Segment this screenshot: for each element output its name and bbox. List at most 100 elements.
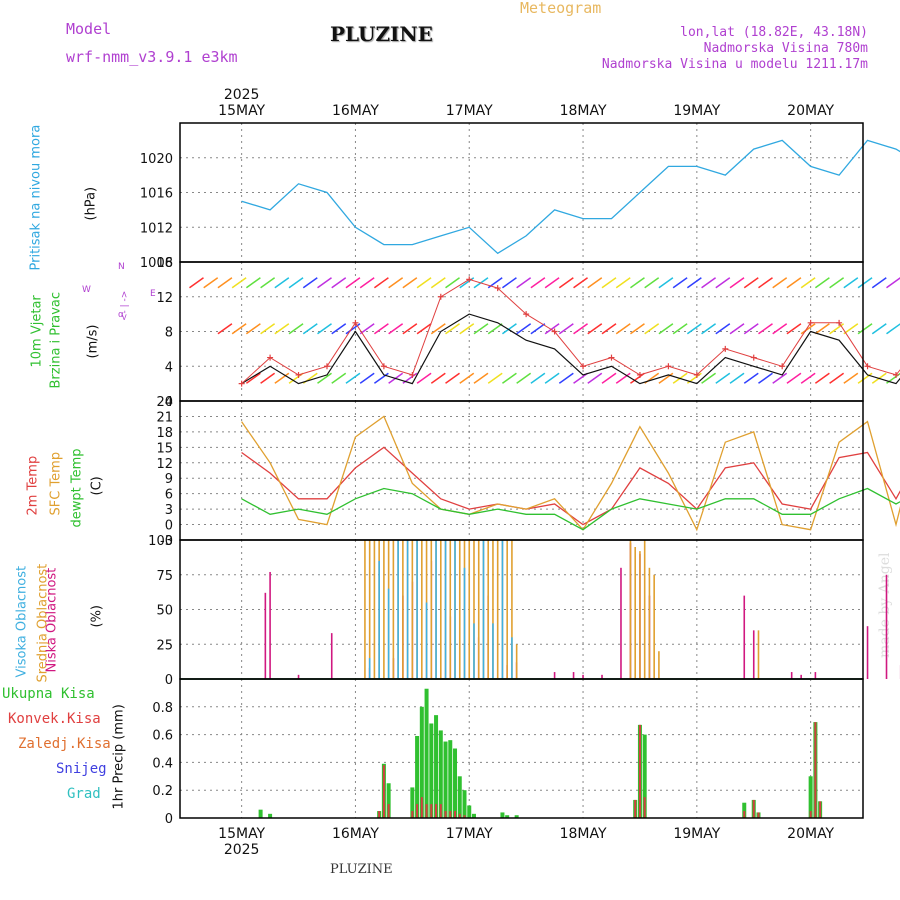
wind-direction-arrow [416, 277, 432, 289]
y-tick-label: 0 [165, 395, 173, 410]
wind-direction-arrow [630, 277, 645, 289]
wind-direction-arrow [189, 324, 203, 334]
wind-direction-arrow [317, 277, 332, 289]
wind-direction-arrow [288, 323, 304, 335]
wind-direction-arrow [473, 323, 489, 335]
temp-series-2 [241, 487, 900, 531]
conv-precip-bar [425, 804, 428, 818]
precip-bar [514, 815, 519, 818]
conv-precip-bar [444, 811, 447, 818]
wind-direction-arrow [829, 277, 845, 289]
wind-direction-arrow [857, 372, 873, 384]
wind-direction-arrow [245, 323, 261, 335]
conv-precip-bar [752, 799, 755, 818]
wind-direction-arrow [587, 277, 603, 289]
wind-direction-arrow [317, 323, 332, 335]
wind-direction-arrow [516, 323, 532, 335]
wind-direction-arrow [843, 323, 859, 335]
conv-precip-bar [439, 804, 442, 818]
wind-direction-arrow [615, 323, 631, 335]
precip-bar [471, 813, 476, 818]
top-year-label: 2025 [224, 87, 260, 103]
wind-direction-arrow [204, 373, 218, 383]
y-tick-label: 1008 [140, 256, 173, 271]
y-tick-label: 25 [156, 638, 173, 653]
wind-direction-arrow [644, 277, 660, 289]
wind-direction-arrow [359, 323, 375, 335]
wind-direction-arrow [544, 372, 560, 384]
precip-legend-total: Ukupna Kisa [2, 686, 95, 702]
wind-direction-arrow [445, 323, 460, 335]
conv-precip-bar [757, 812, 760, 818]
wind-direction-arrow [544, 323, 560, 335]
wind-direction-arrow [274, 372, 290, 384]
top-day-label: 20MAY [787, 103, 834, 119]
wind-direction-arrow [601, 277, 617, 289]
top-day-label: 19MAY [673, 103, 720, 119]
wind-direction-arrow [786, 323, 802, 335]
bottom-day-label: 17MAY [446, 826, 493, 842]
wind-direction-arrow [814, 277, 830, 289]
wind-direction-arrow [814, 323, 830, 335]
wind-direction-arrow [758, 372, 773, 384]
wind-direction-arrow [658, 323, 674, 335]
wind-gust-line [241, 278, 900, 384]
precip-bar [424, 688, 429, 818]
wind-direction-arrow [601, 372, 617, 384]
wind-direction-arrow [516, 277, 532, 289]
wind-direction-arrow [345, 277, 361, 289]
wind-direction-arrow [857, 277, 873, 289]
precip-bar [415, 735, 420, 818]
wind-direction-arrow [886, 323, 900, 335]
conv-precip-bar [463, 815, 466, 818]
wind-direction-arrow [530, 372, 546, 384]
wind-direction-arrow [743, 323, 759, 335]
temp-series-1 [241, 415, 900, 532]
y-tick-label: -3 [160, 534, 173, 549]
meteogram-label: Meteogram [520, 0, 602, 17]
wind-legend-alpha: α [118, 310, 124, 320]
conv-precip-bar [809, 811, 812, 818]
wind-direction-arrow [430, 277, 446, 289]
wind-direction-arrow [359, 277, 375, 289]
wind-direction-arrow [601, 323, 617, 335]
wind-direction-arrow [189, 373, 203, 383]
conv-precip-bar [643, 797, 646, 818]
temp-series-0 [241, 446, 900, 526]
wind-direction-arrow [772, 323, 788, 335]
wind-direction-arrow [701, 277, 717, 289]
conv-precip-bar [638, 724, 641, 818]
y-tick-label: 16 [156, 256, 173, 271]
conv-precip-bar [449, 811, 452, 818]
wind-direction-arrow [402, 323, 418, 335]
precip-bar [268, 813, 273, 818]
wind-direction-arrow [587, 372, 603, 384]
wind-direction-arrow [843, 372, 859, 384]
model-name: wrf-nmm_v3.9.1 e3km [66, 48, 238, 66]
bottom-day-label: 19MAY [673, 826, 720, 842]
wind-direction-arrow [317, 372, 332, 384]
wind-direction-arrow [701, 372, 717, 384]
wind-direction-arrow [459, 372, 475, 384]
y-tick-label: 3 [165, 503, 173, 518]
precip-bar [457, 776, 462, 818]
page-title: PLUZINE [330, 22, 433, 46]
wind-direction-arrow [558, 277, 574, 289]
y-tick-label: 0 [165, 673, 173, 688]
wind-direction-arrow [288, 277, 304, 289]
bottom-day-label: 16MAY [332, 826, 379, 842]
y-tick-label: 12 [156, 457, 173, 472]
wind-direction-arrow [459, 323, 475, 335]
wind-direction-arrow [217, 323, 233, 335]
wind-direction-arrow [473, 372, 489, 384]
wind-direction-arrow [573, 372, 588, 384]
wind-direction-arrow [501, 323, 517, 335]
precip-bar [467, 805, 472, 818]
wind-legend-east: E [150, 289, 156, 299]
y-tick-label: 100 [148, 534, 173, 549]
model-altitude: Nadmorska Visina u modelu 1211.17m [601, 57, 868, 72]
wind-direction-arrow [359, 372, 375, 384]
conv-precip-bar [743, 811, 746, 818]
wind-direction-arrow [373, 277, 389, 289]
wind-direction-arrow [686, 277, 702, 289]
